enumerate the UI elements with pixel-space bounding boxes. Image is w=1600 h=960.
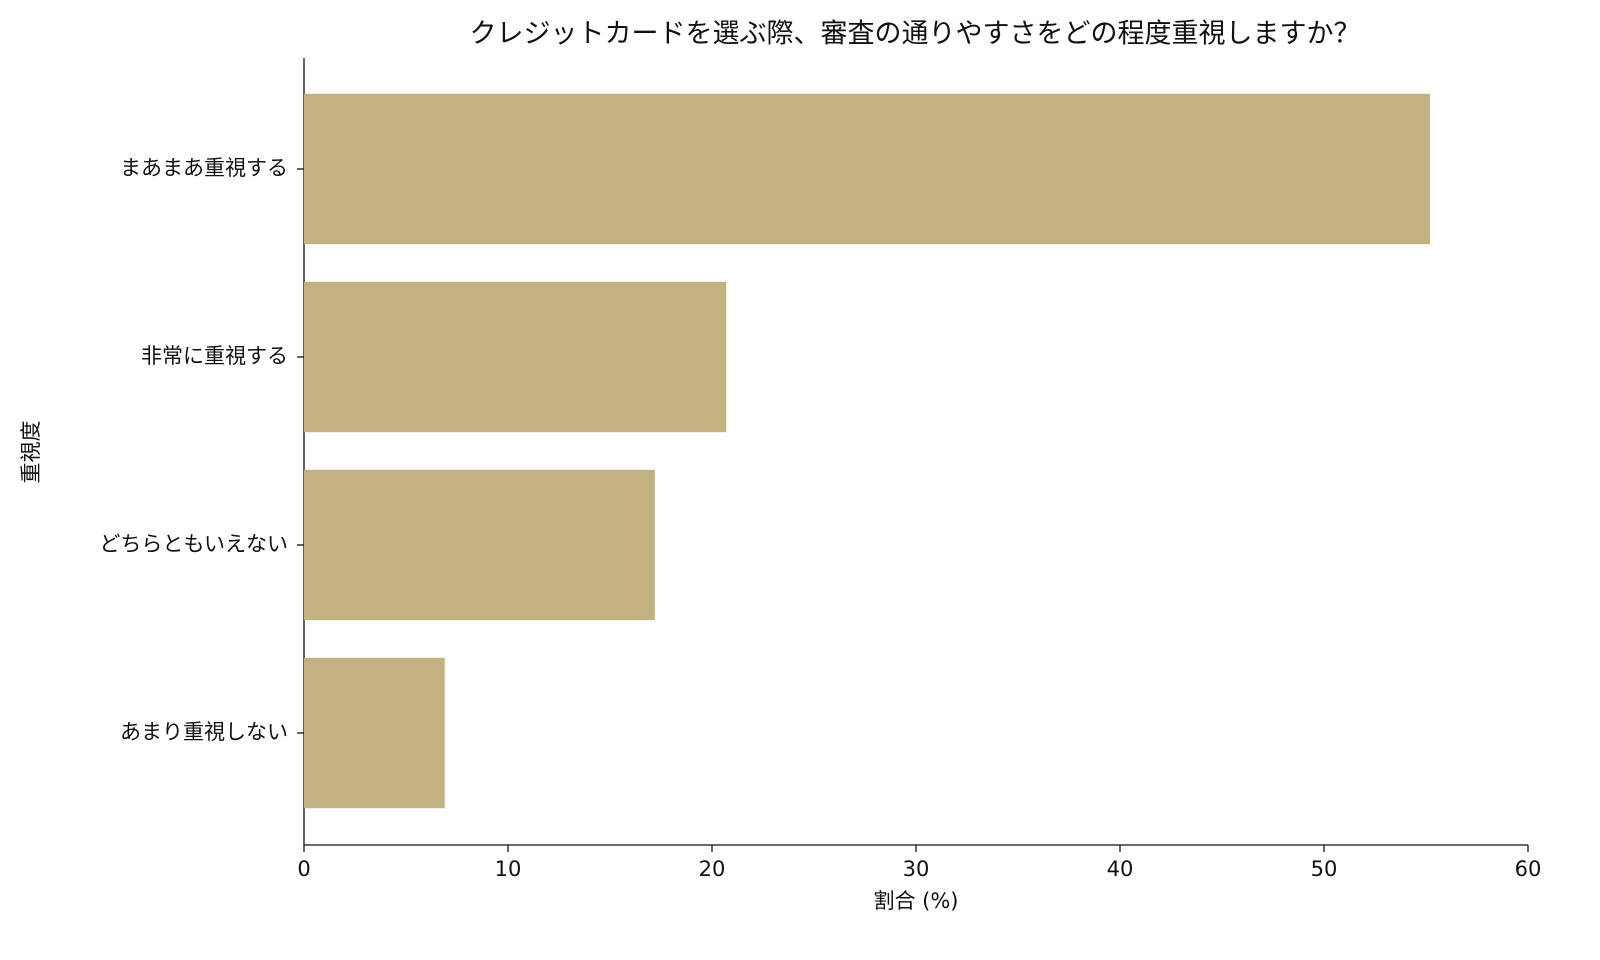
x-tick-label: 60 [1515,857,1542,881]
bar [304,93,1431,245]
x-tick-label: 10 [495,857,522,881]
bar [304,281,727,433]
y-axis-label: 重視度 [19,421,43,484]
y-tick-label: どちらともいえない [99,532,288,556]
x-tick-label: 30 [903,857,930,881]
y-tick-label: まあまあ重視する [120,156,288,180]
x-tick-label: 50 [1311,857,1338,881]
chart-title: クレジットカードを選ぶ際、審査の通りやすさをどの程度重視しますか？ [470,19,1361,50]
y-tick-label: あまり重視しない [120,720,288,744]
x-axis-label: 割合 (%) [873,889,958,913]
x-tick-label: 20 [699,857,726,881]
x-tick-label: 0 [297,857,310,881]
bar [304,469,655,621]
y-tick-label: 非常に重視する [141,344,288,368]
x-tick-label: 40 [1107,857,1134,881]
bar [304,657,445,809]
